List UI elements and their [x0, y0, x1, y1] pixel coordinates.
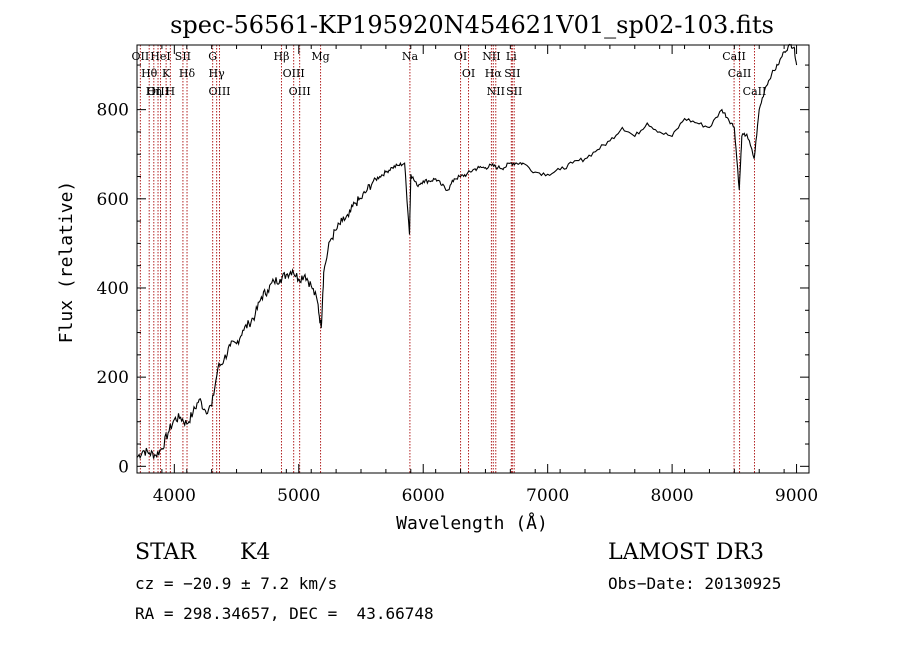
line-label: OIII — [289, 85, 311, 98]
y-tick-label: 200 — [97, 368, 129, 388]
x-tick-label: 4000 — [153, 486, 196, 506]
y-axis-label: Flux (relative) — [56, 181, 77, 344]
line-label: NII — [487, 85, 505, 98]
line-label: OIII — [208, 85, 230, 98]
subclass-label: K4 — [240, 540, 271, 565]
line-label: CaII — [722, 50, 746, 63]
line-label: SII — [506, 85, 522, 98]
line-label: HeI — [150, 50, 170, 63]
x-tick-label: 9000 — [775, 486, 818, 506]
line-label: Li — [506, 50, 517, 63]
y-tick-label: 0 — [118, 457, 129, 477]
line-label: CaII — [743, 85, 767, 98]
line-markers — [139, 45, 755, 473]
line-label: Mg — [311, 50, 329, 63]
spectrum-line — [136, 43, 798, 460]
x-axis-label: Wavelength (Å) — [396, 512, 548, 534]
x-tick-label: 8000 — [650, 486, 693, 506]
y-tick-label: 400 — [97, 279, 129, 299]
line-label: OII — [132, 50, 150, 63]
line-labels: OIIHθHηOIIIHeIKHSIIHδGHγOIIIHβOIIIOIIIMg… — [132, 50, 767, 98]
line-label: Hθ — [141, 67, 158, 80]
line-label: Na — [402, 50, 419, 63]
cz-label: cz = −20.9 ± 7.2 km/s — [135, 574, 338, 593]
y-tick-label: 800 — [97, 101, 129, 121]
line-label: Hδ — [179, 67, 196, 80]
y-tick-label: 600 — [97, 190, 129, 210]
x-tick-label: 6000 — [402, 486, 445, 506]
radec-label: RA = 298.34657, DEC = 43.66748 — [135, 604, 434, 623]
line-label: Hβ — [274, 50, 290, 63]
tick-labels: 4000 5000 6000 7000 8000 9000 0 200 400 600 800 — [97, 101, 819, 506]
line-label: SII — [175, 50, 191, 63]
line-label: K — [162, 67, 171, 80]
x-tick-label: 5000 — [277, 486, 320, 506]
line-label: NII — [482, 50, 500, 63]
line-label: G — [208, 50, 217, 63]
line-label: CaII — [728, 67, 752, 80]
plot-frame — [136, 44, 810, 474]
axis-ticks — [136, 45, 810, 473]
line-label: Hα — [485, 67, 503, 80]
line-label: SII — [504, 67, 520, 80]
line-label: Hη — [146, 85, 162, 98]
x-tick-label: 7000 — [526, 486, 569, 506]
survey-label: LAMOST DR3 — [608, 540, 764, 565]
obs-date-label: Obs−Date: 20130925 — [608, 574, 782, 593]
line-label: Hγ — [209, 67, 226, 80]
chart-title: spec-56561-KP195920N454621V01_sp02-103.f… — [170, 11, 774, 39]
line-label: OIII — [283, 67, 305, 80]
line-label: OI — [462, 67, 475, 80]
line-label: H — [166, 85, 176, 98]
line-label: OI — [454, 50, 467, 63]
line-label: OIII — [147, 85, 169, 98]
class-label: STAR — [135, 540, 196, 565]
